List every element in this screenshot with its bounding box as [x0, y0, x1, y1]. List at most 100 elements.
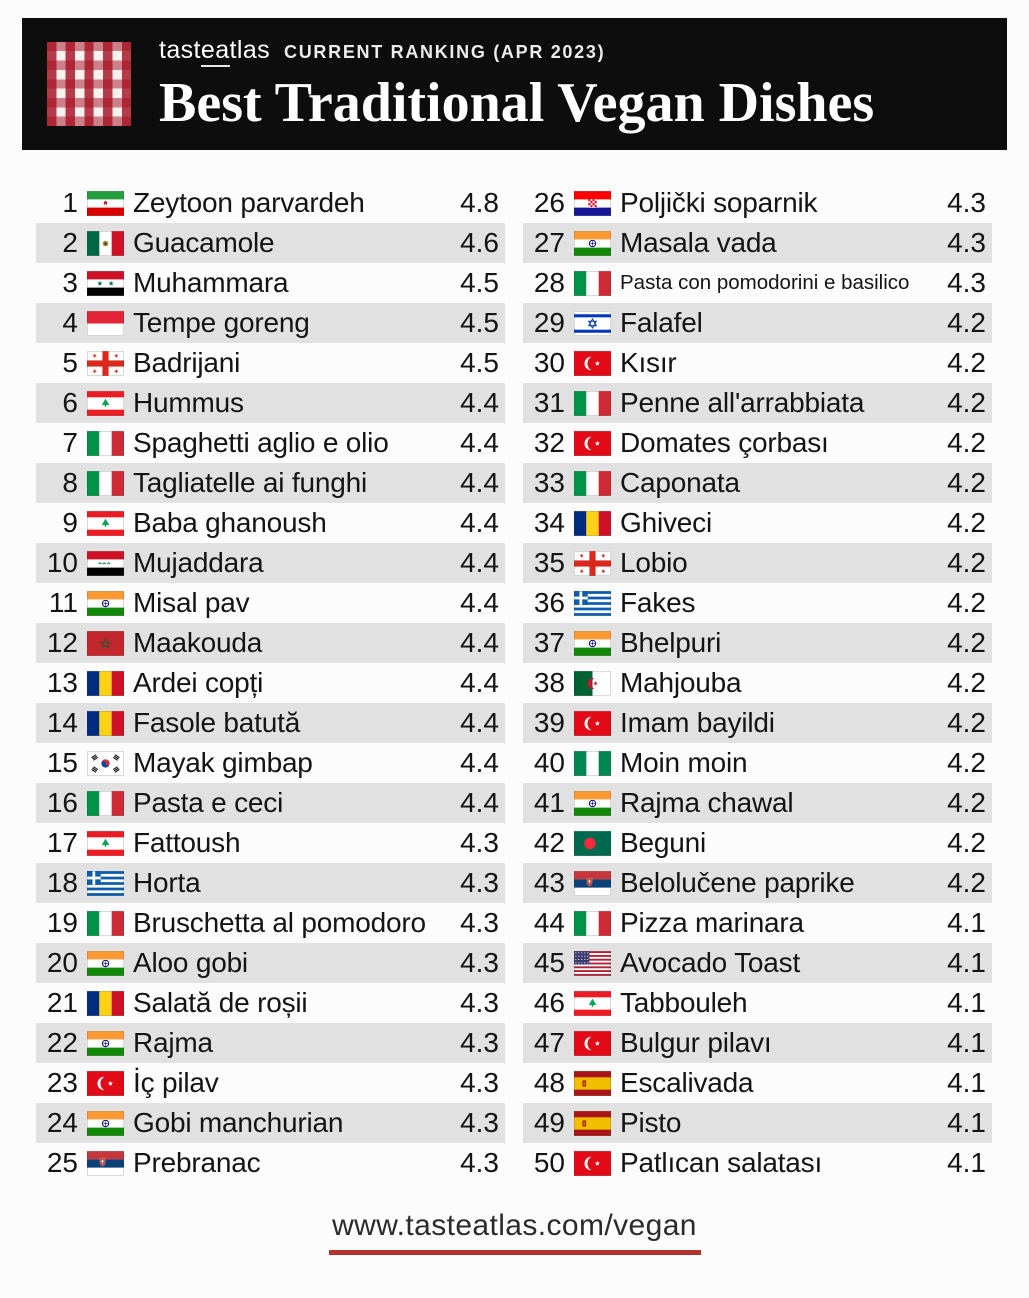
- ranking-row: 22 Rajma 4.3: [36, 1023, 505, 1063]
- flag-india-icon: [87, 1110, 124, 1136]
- dish-rating: 4.4: [460, 787, 499, 818]
- dish-name: Masala vada: [620, 227, 777, 258]
- page-title: Best Traditional Vegan Dishes: [159, 71, 875, 134]
- dish-rating: 4.3: [947, 227, 986, 258]
- rank-number: 46: [533, 987, 565, 1018]
- rank-number: 30: [533, 347, 565, 378]
- rank-number: 12: [46, 627, 78, 658]
- rank-number: 20: [46, 947, 78, 978]
- ranking-row: 47 Bulgur pilavı 4.1: [523, 1023, 992, 1063]
- rank-number: 43: [533, 867, 565, 898]
- dish-rating: 4.3: [947, 187, 986, 218]
- ranking-row: 11 Misal pav 4.4: [36, 583, 505, 623]
- wordmark-part: tast: [159, 35, 201, 64]
- flag-romania-icon: [87, 710, 124, 736]
- dish-name: İç pilav: [133, 1067, 219, 1098]
- dish-name: Fakes: [620, 587, 696, 618]
- flag-turkey-icon: [574, 350, 611, 376]
- rank-number: 41: [533, 787, 565, 818]
- ranking-row: 15 Mayak gimbap 4.4: [36, 743, 505, 783]
- rank-number: 26: [533, 187, 565, 218]
- ranking-row: 40 Moin moin 4.2: [523, 743, 992, 783]
- rank-number: 42: [533, 827, 565, 858]
- dish-rating: 4.3: [460, 827, 499, 858]
- dish-name: Falafel: [620, 307, 703, 338]
- ranking-row: 7 Spaghetti aglio e olio 4.4: [36, 423, 505, 463]
- rank-number: 1: [62, 187, 78, 218]
- flag-turkey-icon: [87, 1070, 124, 1096]
- ranking-row: 48 Escalivada 4.1: [523, 1063, 992, 1103]
- ranking-row: 10 Mujaddara 4.4: [36, 543, 505, 583]
- dish-name: Escalivada: [620, 1067, 754, 1098]
- rank-number: 48: [533, 1067, 565, 1098]
- dish-name: Fasole batută: [133, 707, 301, 738]
- dish-name: Baba ghanoush: [133, 507, 327, 538]
- wordmark-part: tlas: [229, 35, 271, 64]
- ranking-row: 35 Lobio 4.2: [523, 543, 992, 583]
- footer: www.tasteatlas.com/vegan: [0, 1209, 1029, 1255]
- flag-lebanon-icon: [87, 390, 124, 416]
- ranking-column-right: 26 Poljički soparnik 4.3 27 Masala vada …: [523, 183, 992, 1183]
- dish-name: Pisto: [620, 1107, 682, 1138]
- flag-greece-icon: [87, 870, 124, 896]
- header-banner: tasteatlas CURRENT RANKING (APR 2023) Be…: [22, 18, 1007, 150]
- dish-rating: 4.3: [460, 1107, 499, 1138]
- dish-rating: 4.2: [947, 307, 986, 338]
- flag-indonesia-icon: [87, 310, 124, 336]
- dish-name: Tabbouleh: [620, 987, 748, 1018]
- flag-greece-icon: [574, 590, 611, 616]
- dish-name: Bulgur pilavı: [620, 1027, 772, 1058]
- flag-italy-icon: [87, 910, 124, 936]
- rank-number: 38: [533, 667, 565, 698]
- dish-rating: 4.1: [947, 907, 986, 938]
- flag-lebanon-icon: [87, 830, 124, 856]
- rank-number: 2: [62, 227, 78, 258]
- ranking-row: 44 Pizza marinara 4.1: [523, 903, 992, 943]
- wordmark-underlined-part: ea: [200, 35, 230, 67]
- ranking-row: 30 Kısır 4.2: [523, 343, 992, 383]
- rank-number: 15: [46, 747, 78, 778]
- ranking-row: 38 Mahjouba 4.2: [523, 663, 992, 703]
- ranking-row: 8 Tagliatelle ai funghi 4.4: [36, 463, 505, 503]
- rank-number: 24: [46, 1107, 78, 1138]
- dish-rating: 4.3: [460, 1027, 499, 1058]
- rank-number: 22: [46, 1027, 78, 1058]
- dish-rating: 4.3: [460, 1147, 499, 1178]
- rank-number: 4: [62, 307, 78, 338]
- dish-rating: 4.2: [947, 427, 986, 458]
- rank-number: 27: [533, 227, 565, 258]
- ranking-row: 2 Guacamole 4.6: [36, 223, 505, 263]
- dish-rating: 4.5: [460, 307, 499, 338]
- flag-romania-icon: [574, 510, 611, 536]
- ranking-row: 23 İç pilav 4.3: [36, 1063, 505, 1103]
- flag-iran-icon: [87, 190, 124, 216]
- ranking-row: 14 Fasole batută 4.4: [36, 703, 505, 743]
- rank-number: 16: [46, 787, 78, 818]
- ranking-row: 46 Tabbouleh 4.1: [523, 983, 992, 1023]
- rank-number: 33: [533, 467, 565, 498]
- ranking-row: 6 Hummus 4.4: [36, 383, 505, 423]
- dish-rating: 4.2: [947, 587, 986, 618]
- flag-turkey-icon: [574, 1030, 611, 1056]
- rank-number: 37: [533, 627, 565, 658]
- website-url[interactable]: www.tasteatlas.com/vegan: [332, 1209, 697, 1242]
- ranking-label: CURRENT RANKING (APR 2023): [284, 41, 606, 62]
- dish-rating: 4.3: [460, 987, 499, 1018]
- dish-rating: 4.4: [460, 507, 499, 538]
- dish-rating: 4.4: [460, 747, 499, 778]
- dish-rating: 4.4: [460, 547, 499, 578]
- rank-number: 36: [533, 587, 565, 618]
- page: tasteatlas CURRENT RANKING (APR 2023) Be…: [0, 18, 1029, 1255]
- ranking-row: 27 Masala vada 4.3: [523, 223, 992, 263]
- dish-rating: 4.8: [460, 187, 499, 218]
- flag-lebanon-icon: [87, 510, 124, 536]
- ranking-row: 24 Gobi manchurian 4.3: [36, 1103, 505, 1143]
- dish-rating: 4.5: [460, 267, 499, 298]
- rank-number: 18: [46, 867, 78, 898]
- dish-rating: 4.2: [947, 547, 986, 578]
- ranking-row: 41 Rajma chawal 4.2: [523, 783, 992, 823]
- dish-rating: 4.4: [460, 587, 499, 618]
- rank-number: 5: [62, 347, 78, 378]
- dish-rating: 4.1: [947, 947, 986, 978]
- dish-rating: 4.1: [947, 1107, 986, 1138]
